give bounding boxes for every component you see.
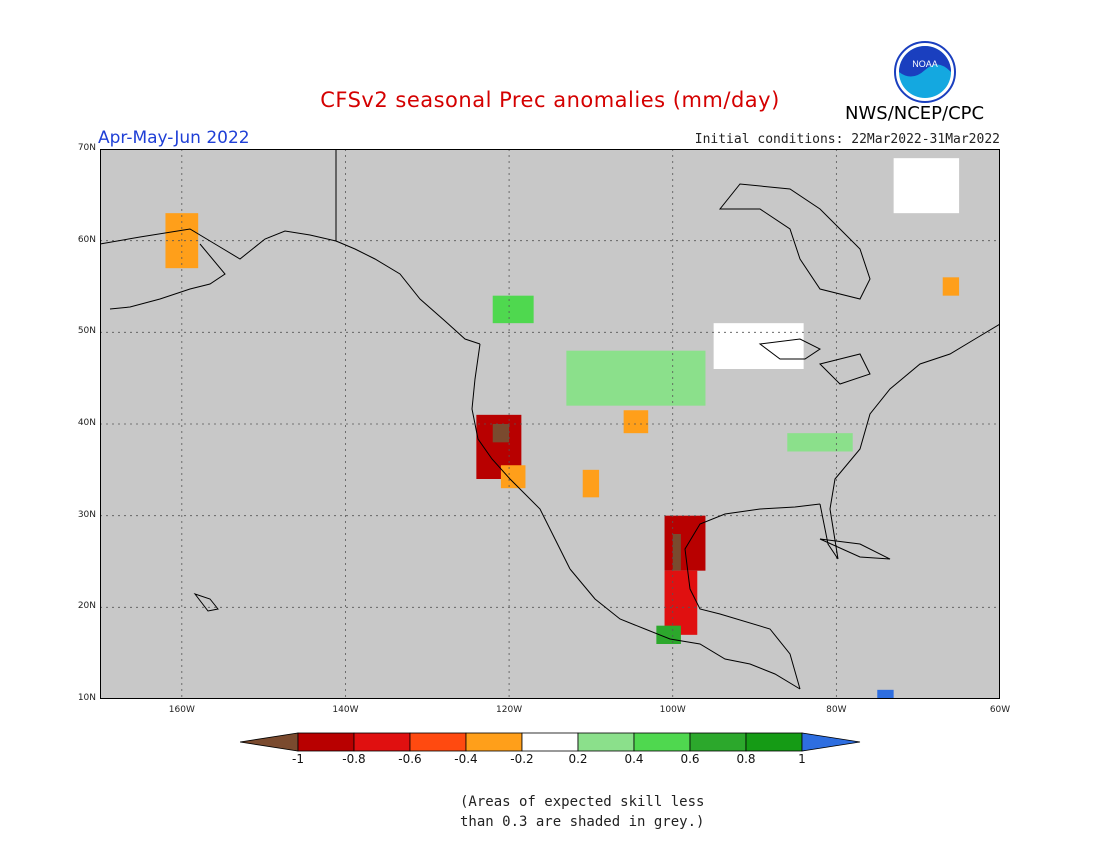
colorbar-arrow-low (240, 732, 299, 752)
coastlines (100, 149, 1000, 690)
colorbar-segment (465, 732, 523, 752)
colorbar (240, 732, 861, 752)
anomaly-region (877, 689, 894, 699)
lat-tick-label: 40N (77, 418, 96, 428)
anomaly-region (500, 465, 526, 489)
noaa-logo: NOAA (894, 41, 956, 103)
colorbar-tick-label: 0.6 (680, 752, 700, 766)
anomaly-region (492, 295, 534, 324)
skill-note-line-2: than 0.3 are shaded in grey.) (460, 814, 705, 830)
colorbar-segment (409, 732, 467, 752)
anomaly-region (623, 410, 649, 434)
precipitation-map (100, 149, 1000, 699)
colorbar-segment (297, 732, 355, 752)
anomaly-region (942, 277, 960, 296)
skill-note: (Areas of expected skill less than 0.3 a… (460, 792, 740, 832)
colorbar-arrow-high (801, 732, 861, 752)
anomaly-region (893, 158, 960, 214)
colorbar-segment (577, 732, 635, 752)
lat-tick-label: 30N (77, 509, 96, 520)
lon-tick-label: 60W (989, 705, 1011, 715)
lon-tick-label: 140W (332, 705, 359, 715)
colorbar-segment (689, 732, 747, 752)
agency-label: NWS/NCEP/CPC (845, 103, 985, 124)
initial-conditions-label: Initial conditions: 22Mar2022-31Mar2022 (694, 132, 1000, 147)
lat-tick-label: 70N (77, 143, 96, 153)
colorbar-tick-label: 1 (798, 752, 806, 766)
anomaly-region (664, 515, 706, 571)
lon-tick-label: 160W (168, 705, 195, 715)
lon-tick-label: 80W (826, 705, 847, 715)
noaa-logo-text: NOAA (912, 59, 938, 69)
colorbar-tick-label: -0.4 (454, 752, 478, 766)
map-title: CFSv2 seasonal Prec anomalies (mm/day) (320, 88, 780, 112)
skill-note-line-1: (Areas of expected skill less (460, 794, 705, 810)
colorbar-tick-label: -0.6 (398, 752, 422, 766)
lat-tick-label: 10N (77, 693, 96, 703)
lat-tick-label: 60N (77, 234, 96, 245)
colorbar-tick-label: -0.8 (342, 752, 366, 766)
anomaly-region (566, 350, 706, 406)
anomaly-region (672, 534, 681, 571)
lat-tick-label: 20N (77, 601, 96, 612)
colorbar-tick-label: 0.4 (624, 752, 644, 766)
anomaly-region (713, 323, 804, 369)
anomaly-region (582, 469, 600, 498)
colorbar-tick-label: -0.2 (510, 752, 534, 766)
colorbar-tick-label: -1 (292, 752, 304, 766)
colorbar-tick-label: 0.8 (736, 752, 756, 766)
anomaly-region (492, 424, 510, 443)
lon-tick-label: 120W (496, 705, 523, 715)
lon-tick-label: 100W (659, 705, 686, 715)
colorbar-segment (745, 732, 803, 752)
colorbar-segment (353, 732, 411, 752)
season-label: Apr-May-Jun 2022 (98, 128, 250, 148)
colorbar-segment (633, 732, 691, 752)
lat-tick-label: 50N (77, 326, 96, 337)
anomaly-region (664, 570, 698, 635)
colorbar-tick-label: 0.2 (568, 752, 588, 766)
anomaly-region (787, 433, 853, 452)
colorbar-segment (521, 732, 579, 752)
